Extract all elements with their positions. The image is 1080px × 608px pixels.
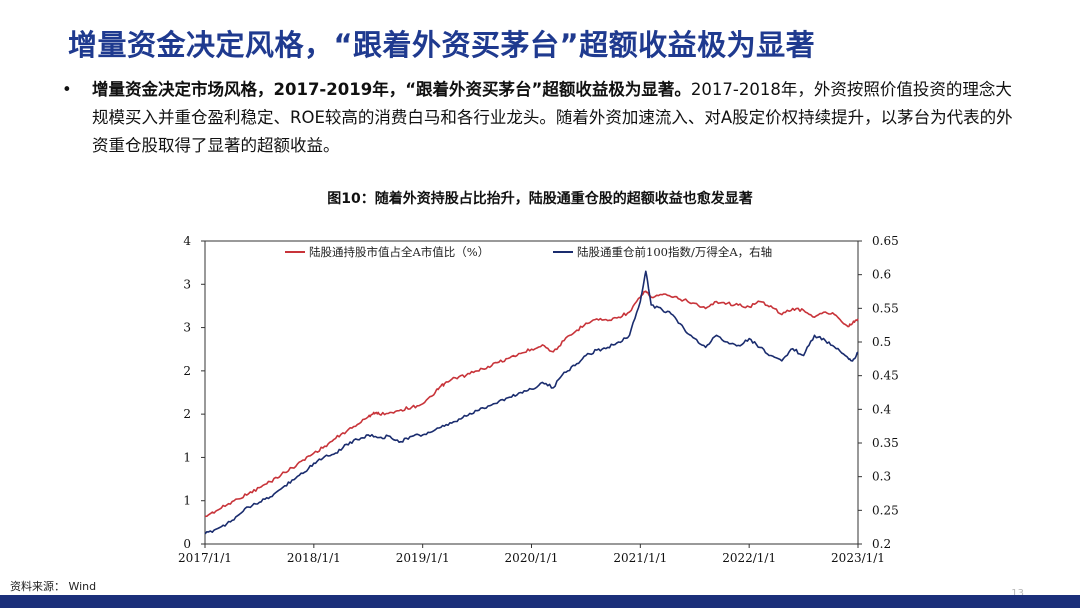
x-tick-label: 2018/1/1	[287, 551, 341, 565]
x-tick-label: 2023/1/1	[831, 551, 885, 565]
y-left-tick-label: 3	[183, 277, 191, 291]
source-note: 资料来源： Wind	[10, 580, 97, 593]
y-right-tick-label: 0.45	[872, 369, 899, 383]
bullet-text: 增量资金决定市场风格，2017-2019年，“跟着外资买茅台”超额收益极为显著。…	[92, 76, 1022, 160]
x-tick-label: 2019/1/1	[396, 551, 450, 565]
y-left-tick-label: 4	[183, 234, 191, 248]
bullet-symbol: •	[62, 80, 72, 99]
y-right-tick-label: 0.25	[872, 503, 899, 517]
y-right-tick-label: 0.55	[872, 301, 899, 315]
y-left-tick-label: 3	[183, 321, 191, 335]
page-number: 13	[1011, 588, 1024, 599]
footer-bar	[0, 595, 1080, 608]
y-left-tick-label: 2	[183, 407, 191, 421]
x-tick-label: 2017/1/1	[178, 551, 232, 565]
bullet-paragraph: • 增量资金决定市场风格，2017-2019年，“跟着外资买茅台”超额收益极为显…	[62, 76, 1022, 160]
y-right-tick-label: 0.35	[872, 436, 899, 450]
y-right-tick-label: 0.2	[872, 537, 891, 551]
y-right-tick-label: 0.5	[872, 335, 891, 349]
plot-frame	[204, 240, 859, 545]
figure-title: 图10：随着外资持股占比抬升，陆股通重仓股的超额收益也愈发显著	[327, 191, 753, 207]
y-right-tick-label: 0.4	[872, 402, 891, 416]
y-left-tick-label: 1	[183, 450, 191, 464]
slide-title: 增量资金决定风格，“跟着外资买茅台”超额收益极为显著	[68, 28, 816, 62]
legend-label-2: 陆股通重仓前100指数/万得全A，右轴	[577, 245, 772, 259]
legend-label-1: 陆股通持股市值占全A市值比（%）	[309, 245, 489, 259]
y-left-tick-label: 1	[183, 494, 191, 508]
y-right-tick-label: 0.65	[872, 234, 899, 248]
y-left-tick-label: 0	[183, 537, 191, 551]
y-right-tick-label: 0.3	[872, 470, 891, 484]
series-line-navy	[204, 270, 859, 535]
bullet-bold-lead: 增量资金决定市场风格，2017-2019年，“跟着外资买茅台”超额收益极为显著。	[92, 80, 691, 99]
x-tick-label: 2021/1/1	[613, 551, 667, 565]
x-tick-label: 2020/1/1	[505, 551, 559, 565]
bullet-body: 2017-2018年，外资按照价值投资的理念大规模买入并重仓盈利稳定、ROE较高…	[92, 80, 1013, 155]
x-tick-label: 2022/1/1	[722, 551, 776, 565]
series-line-red	[204, 290, 859, 518]
y-left-tick-label: 2	[183, 364, 191, 378]
y-right-tick-label: 0.6	[872, 268, 891, 282]
